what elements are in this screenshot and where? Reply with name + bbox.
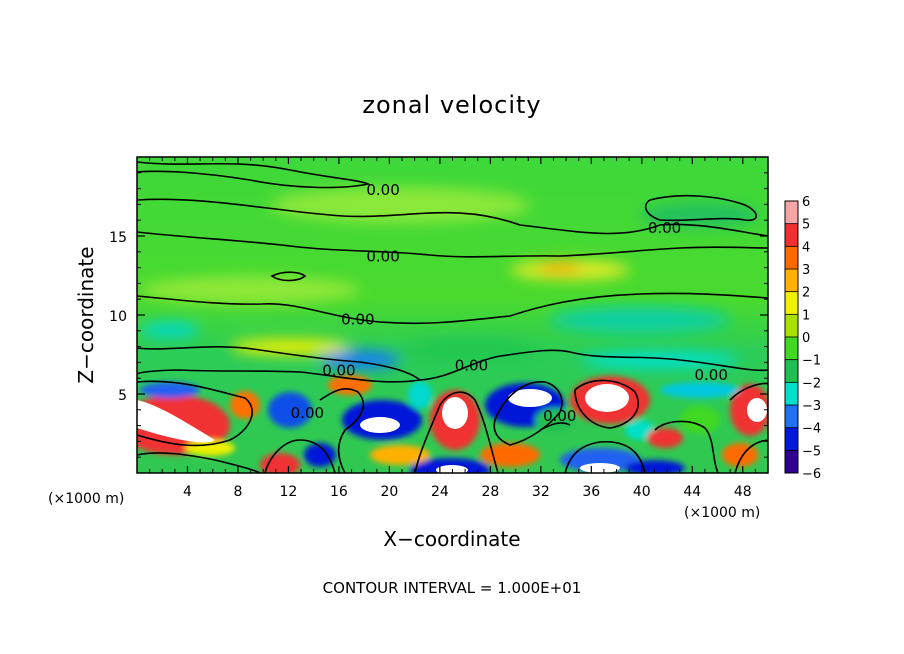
colorbar-swatch	[785, 291, 798, 315]
contour-label: 0.00	[543, 407, 576, 425]
colorbar-swatch	[785, 382, 798, 406]
x-tick-label: 48	[734, 484, 752, 500]
colorbar-swatch	[785, 246, 798, 270]
x-tick-label: 16	[330, 484, 348, 500]
x-tick-label: 40	[633, 484, 651, 500]
contour-label: 0.00	[341, 311, 374, 329]
colorbar-swatch	[785, 201, 798, 225]
chart-title: zonal velocity	[362, 91, 541, 119]
contour-label: 0.00	[648, 219, 681, 237]
x-tick-label: 44	[683, 484, 701, 500]
colorbar-label: −6	[802, 467, 821, 482]
colorbar-label: 2	[802, 286, 810, 301]
x-tick-label: 12	[280, 484, 298, 500]
x-tick-label: 32	[532, 484, 550, 500]
velocity-field	[137, 157, 768, 473]
colorbar-swatch	[785, 427, 798, 451]
colorbar-swatch	[785, 269, 798, 293]
contour-label: 0.00	[322, 361, 355, 379]
contour-label: 0.00	[366, 248, 399, 266]
contour-label: 0.00	[366, 181, 399, 199]
contour-label: 0.00	[291, 404, 324, 422]
x-tick-label: 24	[431, 484, 449, 500]
colorbar-label: −3	[802, 399, 821, 414]
contour-label: 0.00	[695, 366, 728, 384]
contour-interval-note: CONTOUR INTERVAL = 1.000E+01	[323, 579, 582, 597]
x-tick-label: 28	[481, 484, 499, 500]
colorbar-label: 4	[802, 240, 810, 255]
x-tick-label: 8	[233, 484, 242, 500]
x-tick-label: 4	[183, 484, 192, 500]
colorbar-label: 3	[802, 263, 810, 278]
colorbar-swatch	[785, 314, 798, 338]
colorbar-label: −5	[802, 444, 821, 459]
colorbar-swatch	[785, 405, 798, 429]
colorbar-label: 5	[802, 218, 810, 233]
y-tick-label: 10	[109, 309, 127, 325]
x-axis-ticks: 4 8 12 16 20 24 28 32 36 40 44 48	[149, 157, 756, 500]
colorbar-label: −1	[802, 354, 821, 369]
colorbar-label: −4	[802, 422, 821, 437]
colorbar: 6 5 4 3 2 1 0 −1 −2 −3 −4 −5 −6	[784, 195, 821, 482]
colorbar-label: 6	[802, 195, 810, 210]
y-tick-label: 15	[109, 230, 127, 246]
colorbar-swatch	[785, 337, 798, 361]
x-unit-label-right: (×1000 m)	[684, 505, 760, 521]
y-tick-label: 5	[118, 388, 127, 404]
colorbar-label: 1	[802, 308, 810, 323]
y-axis-title: Z−coordinate	[74, 246, 98, 383]
contour-labels: 0.00 0.00 0.00 0.00 0.00 0.00 0.00 0.00 0.00	[291, 181, 728, 425]
x-axis-title: X−coordinate	[383, 527, 520, 551]
x-unit-label-left: (×1000 m)	[48, 491, 124, 507]
colorbar-swatch	[785, 450, 798, 474]
colorbar-label: −2	[802, 376, 821, 391]
colorbar-swatch	[785, 223, 798, 247]
colorbar-label: 0	[802, 331, 810, 346]
x-tick-label: 36	[582, 484, 600, 500]
contour-label: 0.00	[455, 357, 488, 375]
colorbar-swatch	[785, 359, 798, 383]
y-axis-ticks: 5 10 15	[109, 172, 768, 458]
x-tick-label: 20	[380, 484, 398, 500]
